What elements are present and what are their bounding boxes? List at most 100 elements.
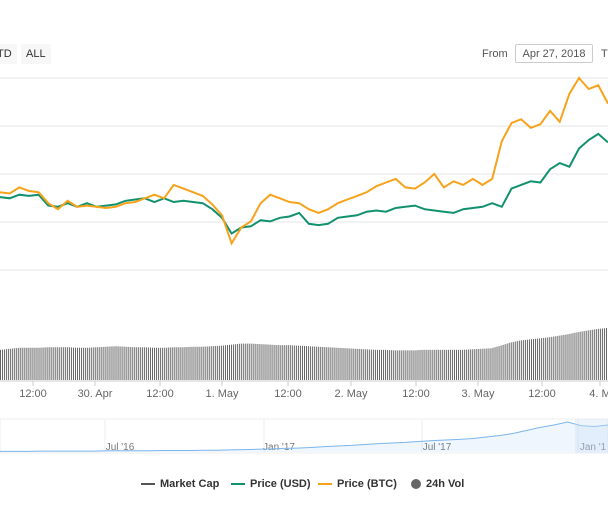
volume-bar [91,347,93,380]
x-tick-label: 12:00 [274,388,302,400]
volume-bar [137,347,139,380]
volume-bar [259,344,261,380]
volume-bar [176,347,178,380]
volume-bar [589,330,591,380]
volume-bar [18,347,20,380]
volume-bar [524,339,526,380]
volume-bar [599,328,601,380]
volume-bar [158,347,160,380]
volume-bar [488,348,490,380]
volume-bar [395,350,397,380]
volume-bar [293,345,295,380]
volume-bar [139,347,141,380]
volume-bar [605,328,607,380]
volume-bar [222,345,224,380]
volume-bar [431,349,433,380]
volume-bar [324,347,326,380]
x-tick-label: 12:00 [402,388,430,400]
volume-bar [571,333,573,380]
volume-bar [156,347,158,380]
volume-bar [123,346,125,380]
volume-bar [387,349,389,380]
volume-bar [107,346,109,380]
volume-bar [526,339,528,380]
volume-bar [510,342,512,380]
volume-bar [494,347,496,380]
range-button-all[interactable]: ALL [21,44,51,64]
volume-bar [407,350,409,380]
legend-label: 24h Vol [426,478,465,490]
volume-bar [478,348,480,380]
volume-bar [208,346,210,380]
volume-bar [480,348,482,380]
volume-bar [330,347,332,380]
volume-bar [490,348,492,380]
volume-bar [403,350,405,380]
from-label: From [482,48,508,60]
from-date-input[interactable]: Apr 27, 2018 [515,44,593,63]
volume-bar [74,347,76,380]
volume-bar [378,349,380,380]
volume-bar [93,347,95,380]
volume-bar [460,349,462,380]
volume-bar [40,347,42,380]
volume-bar [206,346,208,380]
legend-dot-icon [411,479,421,490]
volume-bar [338,347,340,380]
navigator-tick-label: Jul '16 [106,442,135,453]
volume-bar [429,349,431,380]
x-tick-label: 30. Apr [78,388,113,400]
volume-bar [273,344,275,380]
volume-bar [585,330,587,380]
legend-item-24h-vol[interactable]: 24h Vol [411,478,464,490]
volume-bar [474,349,476,380]
volume-bar [62,347,64,380]
volume-bar [277,345,279,380]
volume-bar [439,349,441,380]
volume-bar [127,346,129,380]
volume-bar [147,347,149,380]
volume-bar [113,346,115,380]
volume-bar [310,346,312,380]
volume-bar [555,336,557,380]
volume-bar [141,347,143,380]
volume-bar [577,332,579,380]
volume-bar [344,348,346,380]
volume-bar [332,347,334,380]
volume-bar [581,331,583,380]
volume-bar [470,349,472,380]
volume-bar [358,348,360,380]
volume-bar [233,344,235,380]
legend-item-price-btc[interactable]: Price (BTC) [318,478,397,490]
volume-bar [437,349,439,380]
volume-bar [204,346,206,380]
volume-bar [229,344,231,380]
volume-bar [453,349,455,380]
legend-line-icon [318,483,332,486]
series-line-usd [0,132,608,235]
volume-bar [425,349,427,380]
volume-bar [20,347,22,380]
volume-bar [366,349,368,380]
volume-bar [352,348,354,380]
volume-bar [360,349,362,380]
volume-bar [381,349,383,380]
volume-bar [348,348,350,380]
volume-bar [115,346,117,380]
volume-bar [133,347,135,380]
volume-bar [188,346,190,380]
x-axis: 12:00 30. Apr 12:00 1. May 12:00 2. May 12:00 3… [0,380,608,400]
volume-bar [190,346,192,380]
volume-bar [247,343,249,380]
legend-item-price-usd[interactable]: Price (USD) [231,478,311,490]
range-button-ytd[interactable]: TD [0,44,17,64]
x-tick-label: 12:00 [19,388,47,400]
volume-bar [70,347,72,380]
volume-bar [336,347,338,380]
volume-bar [162,347,164,380]
legend-item-market-cap[interactable]: Market Cap [141,478,219,490]
volume-bar [44,347,46,380]
volume-bar [111,346,113,380]
volume-bar [383,349,385,380]
volume-bar [433,349,435,380]
